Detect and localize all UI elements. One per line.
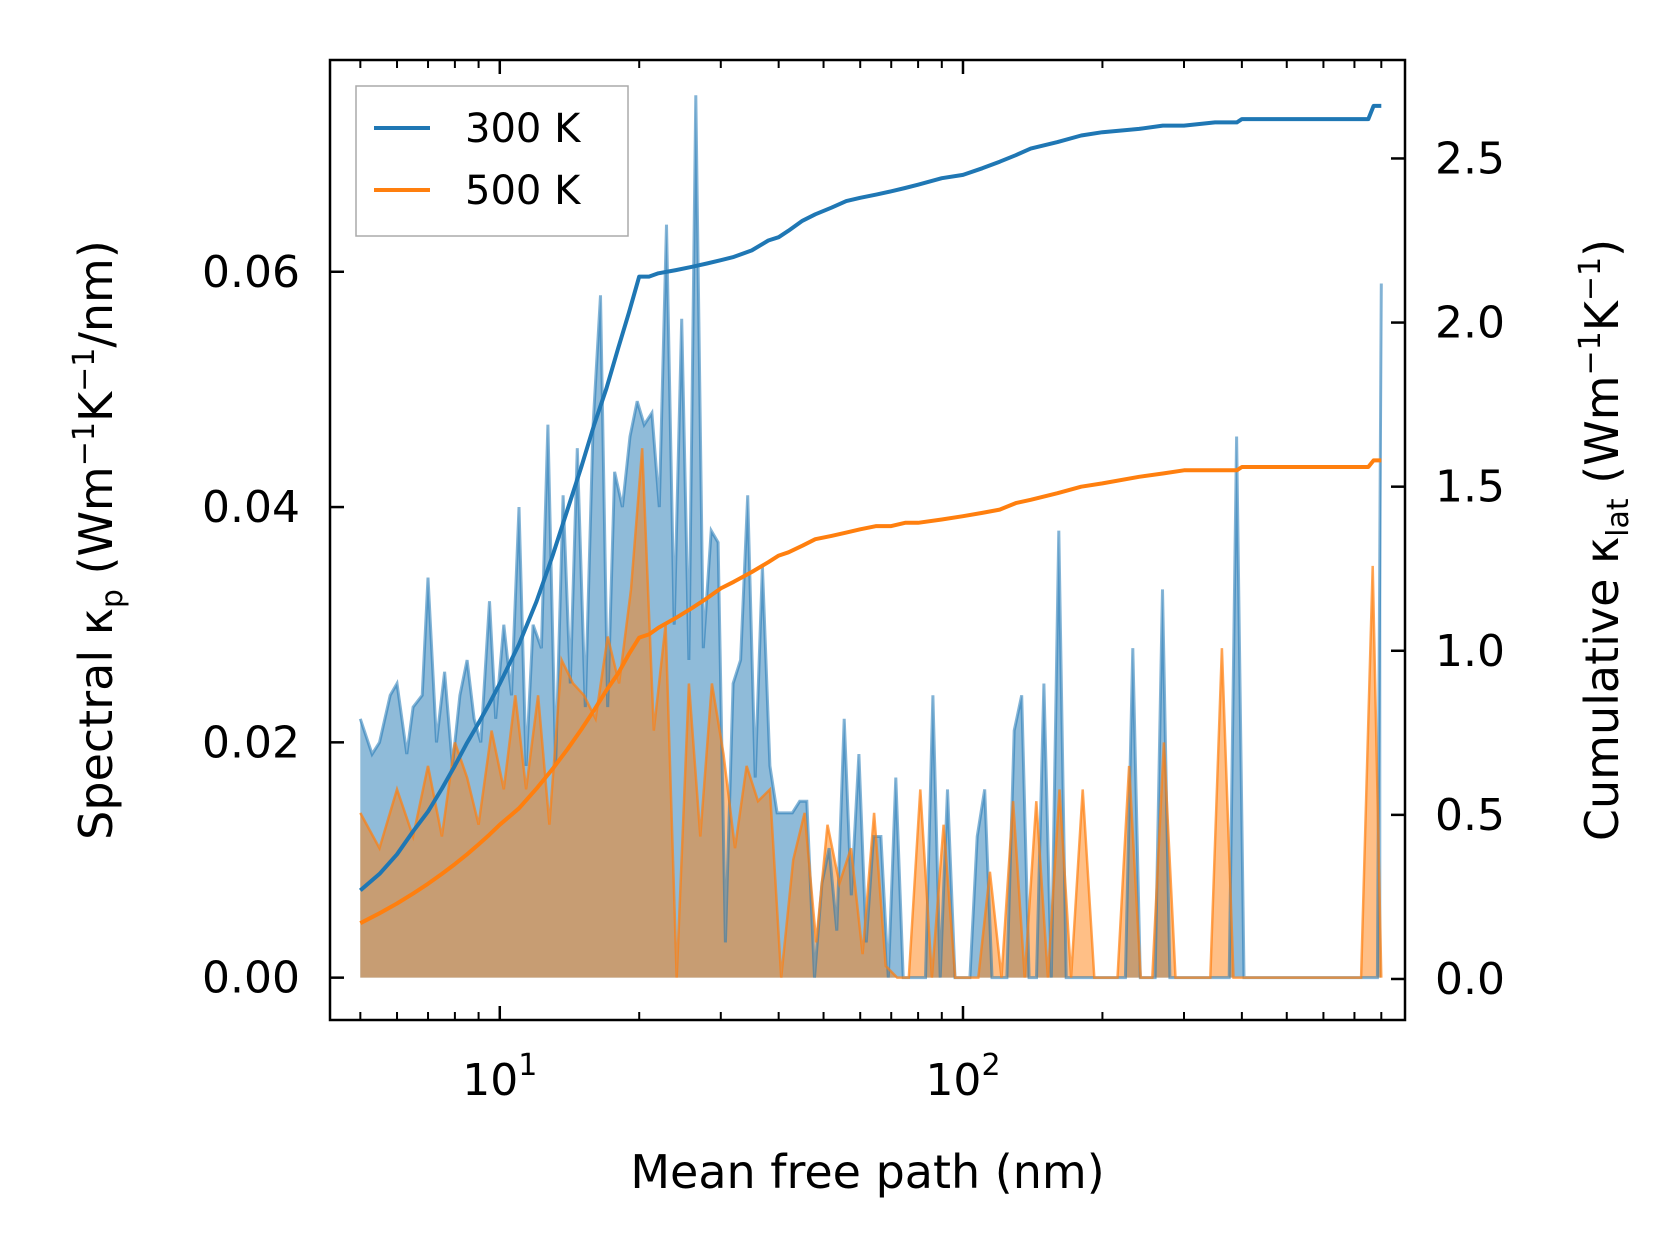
ylabel-right-units: (Wm bbox=[1575, 375, 1629, 498]
ylabel-left-units: (Wm bbox=[69, 466, 123, 589]
legend-label-500k: 500 K bbox=[465, 168, 582, 214]
y-right-tick-label: 0.5 bbox=[1435, 790, 1505, 841]
ylabel-left-sup1: −1 bbox=[67, 422, 102, 466]
ylabel-right-sup1: −1 bbox=[1573, 331, 1608, 375]
ylabel-right-prefix: Cumulative κ bbox=[1575, 537, 1629, 841]
y-axis-label-left: Spectral κp (Wm−1K−1/nm) bbox=[67, 240, 130, 840]
y-right-tick-label: 2.5 bbox=[1435, 133, 1505, 184]
y-right-tick-label: 2.0 bbox=[1435, 298, 1505, 349]
ylabel-left-mid: K bbox=[69, 390, 123, 422]
y-left-tick-label: 0.00 bbox=[202, 953, 300, 1004]
y-axis-label-right: Cumulative κlat (Wm−1K−1) bbox=[1573, 239, 1636, 841]
y-right-tick-label: 0.0 bbox=[1435, 954, 1505, 1005]
ylabel-left-sup2: −1 bbox=[67, 348, 102, 392]
ylabel-right-sup2: −1 bbox=[1573, 257, 1608, 301]
x-axis-label: Mean free path (nm) bbox=[630, 1145, 1104, 1199]
ylabel-left-prefix: Spectral κ bbox=[69, 608, 123, 840]
legend-label-300k: 300 K bbox=[465, 106, 582, 152]
y-left-tick-label: 0.04 bbox=[202, 482, 300, 533]
x-tick-label-exp: 2 bbox=[981, 1048, 1000, 1083]
y-right-tick-label: 1.0 bbox=[1435, 626, 1505, 677]
cumulative-500k-line bbox=[359, 458, 1382, 925]
ylabel-left-tail: /nm) bbox=[69, 240, 123, 347]
ylabel-right-sub: lat bbox=[1601, 498, 1636, 537]
spectral-300k-line bbox=[358, 95, 1383, 980]
ylabel-left-sub: p bbox=[95, 589, 130, 608]
spectral-500k-fill bbox=[360, 448, 1382, 978]
y-right-tick-label: 1.5 bbox=[1435, 462, 1505, 513]
x-tick-label-exp: 1 bbox=[518, 1048, 537, 1083]
x-tick-label-base: 10 bbox=[462, 1055, 518, 1106]
y-left-tick-label: 0.02 bbox=[202, 717, 300, 768]
data-lines bbox=[358, 103, 1382, 925]
ylabel-right-mid: K bbox=[1575, 299, 1629, 331]
legend: 300 K 500 K bbox=[355, 85, 629, 237]
x-tick-label: 102 bbox=[925, 1048, 1000, 1106]
legend-box bbox=[355, 85, 629, 237]
x-tick-label-base: 10 bbox=[925, 1055, 981, 1106]
ylabel-right-tail: ) bbox=[1575, 239, 1629, 257]
plot-frame bbox=[328, 58, 1407, 1022]
y-left-tick-label: 0.06 bbox=[202, 247, 300, 298]
cumulative-300k-line bbox=[358, 103, 1382, 892]
x-tick-label: 101 bbox=[462, 1048, 537, 1106]
